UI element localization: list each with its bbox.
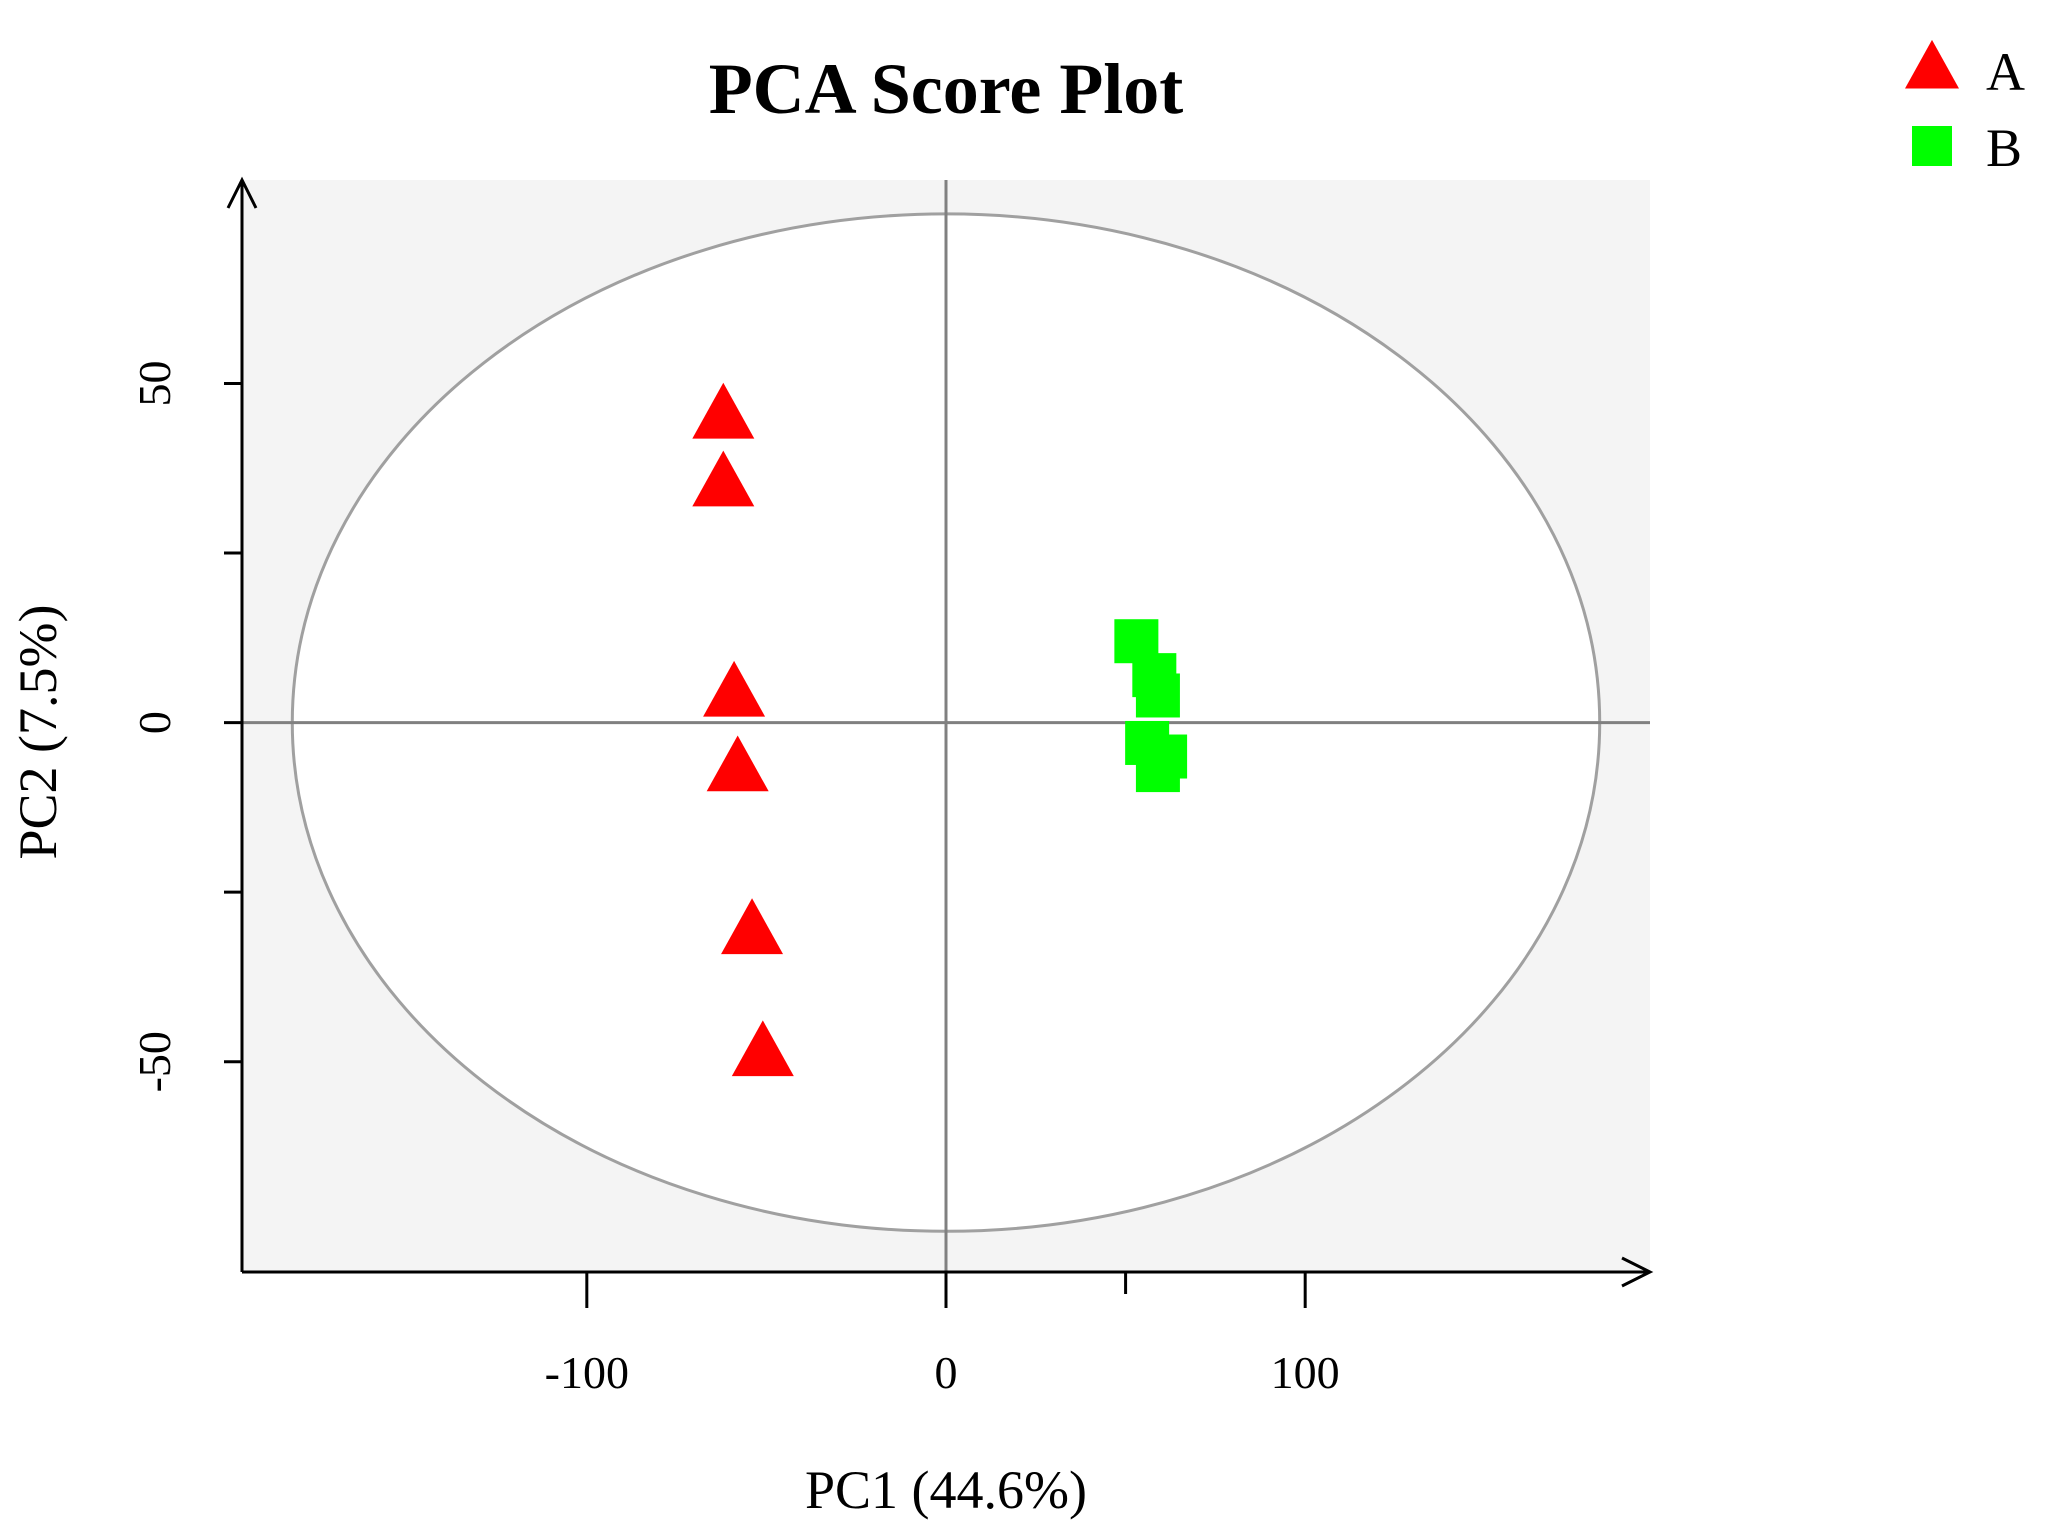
point-a	[703, 660, 766, 717]
x-tick-label: 0	[935, 1347, 958, 1398]
x-axis-arrow	[1621, 1256, 1654, 1288]
x-axis-label: PC1 (44.6%)	[805, 1460, 1087, 1520]
axes: -100 0 100 -50 0 50	[129, 176, 1654, 1398]
chart-title: PCA Score Plot	[709, 49, 1184, 129]
legend-label-b: B	[1986, 118, 2022, 178]
x-tick-label: 100	[1271, 1347, 1340, 1398]
legend-marker-b	[1912, 126, 1952, 166]
y-axis-arrow	[226, 176, 258, 209]
y-tick-label: -50	[129, 1031, 180, 1092]
y-tick-label: 0	[129, 711, 180, 734]
point-a	[731, 1020, 794, 1077]
legend-marker-a	[1905, 39, 1959, 89]
point-b	[1135, 748, 1180, 793]
legend: AB	[1905, 39, 2025, 178]
point-a	[692, 450, 755, 507]
point-a	[721, 898, 784, 955]
point-a	[706, 735, 769, 792]
data-points	[692, 382, 1188, 1077]
y-tick-label: 50	[129, 360, 180, 406]
x-tick-label: -100	[545, 1347, 629, 1398]
point-a	[692, 382, 755, 439]
point-b	[1135, 673, 1180, 718]
y-axis-label: PC2 (7.5%)	[8, 605, 68, 860]
legend-label-a: A	[1986, 42, 2025, 102]
plot-area	[242, 180, 1650, 1272]
